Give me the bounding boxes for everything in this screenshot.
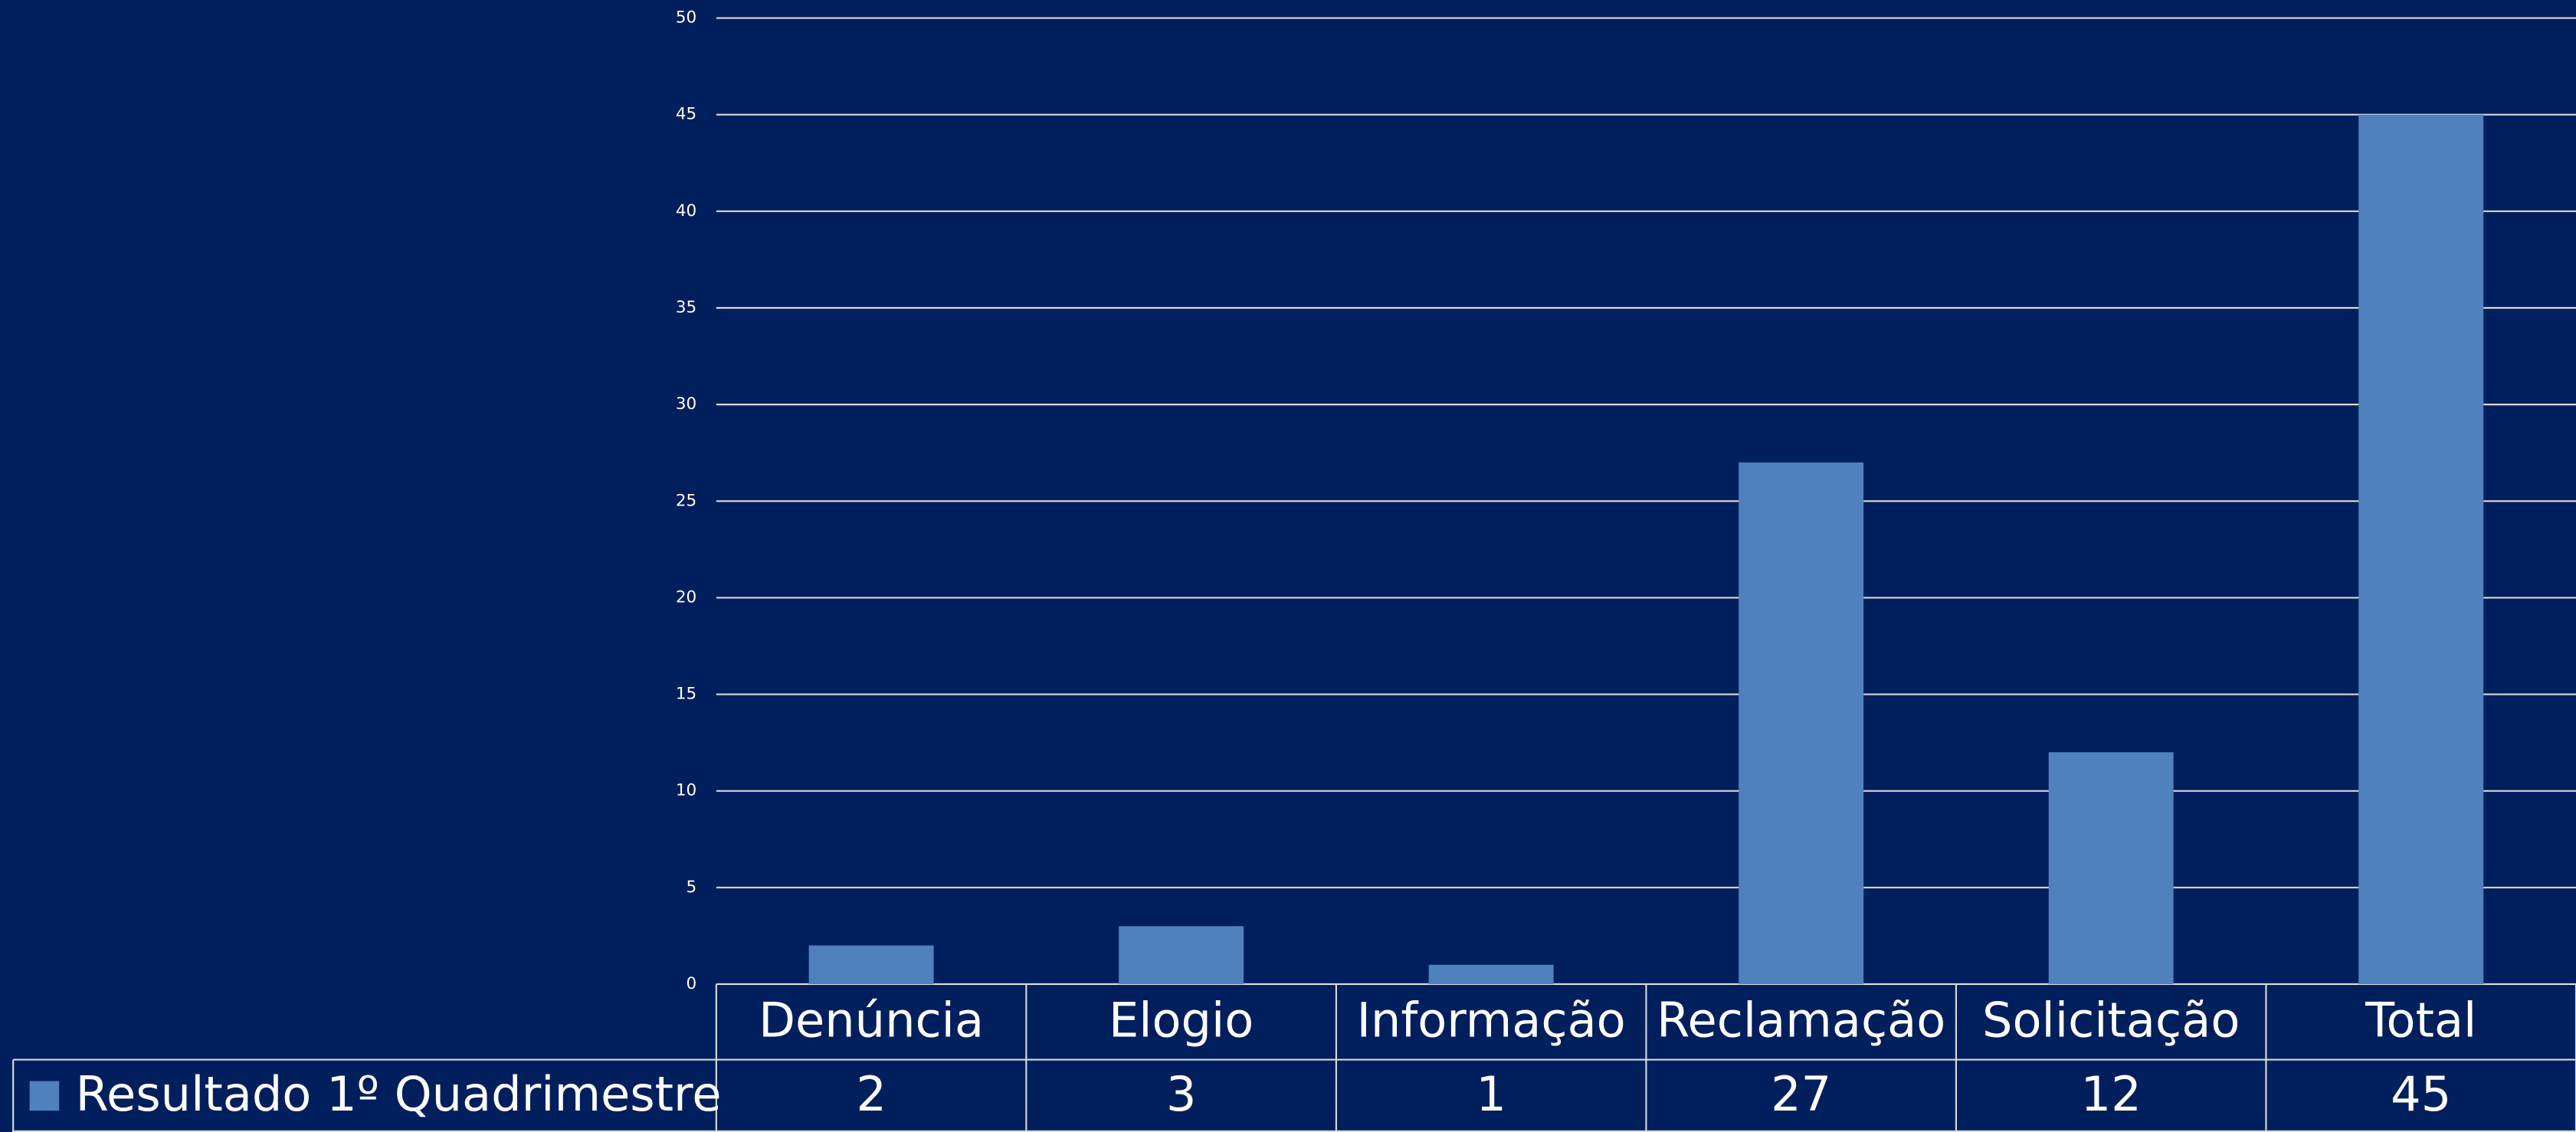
category-label: Informação	[1357, 992, 1626, 1048]
category-label: Solicitação	[1982, 992, 2240, 1048]
bar	[1119, 926, 1244, 984]
bar	[1428, 964, 1554, 984]
bar	[2048, 752, 2174, 984]
y-tick-label: 40	[676, 201, 696, 221]
y-tick-label: 10	[676, 781, 696, 800]
bar	[1739, 462, 1864, 984]
y-tick-label: 25	[676, 491, 696, 510]
table-value: 27	[1771, 1066, 1831, 1122]
y-tick-label: 45	[676, 105, 696, 124]
table-value: 1	[1476, 1066, 1506, 1122]
table-value: 3	[1166, 1066, 1197, 1122]
y-tick-label: 20	[676, 587, 696, 607]
legend-swatch	[29, 1081, 60, 1111]
table-value: 45	[2391, 1066, 2451, 1122]
bar	[808, 945, 934, 984]
legend-label: Resultado 1º Quadrimestre	[76, 1066, 722, 1122]
table-value: 2	[856, 1066, 887, 1122]
category-label: Denúncia	[759, 992, 984, 1048]
y-tick-label: 0	[686, 974, 696, 993]
category-label: Reclamação	[1657, 992, 1945, 1048]
category-label: Total	[2365, 992, 2476, 1048]
y-tick-label: 5	[686, 878, 696, 897]
y-tick-label: 30	[676, 394, 696, 414]
category-label: Elogio	[1109, 992, 1254, 1048]
y-tick-label: 35	[676, 298, 696, 317]
y-tick-label: 15	[676, 685, 696, 704]
y-tick-label: 50	[676, 8, 696, 28]
bar	[2358, 114, 2484, 984]
table-value: 12	[2081, 1066, 2142, 1122]
